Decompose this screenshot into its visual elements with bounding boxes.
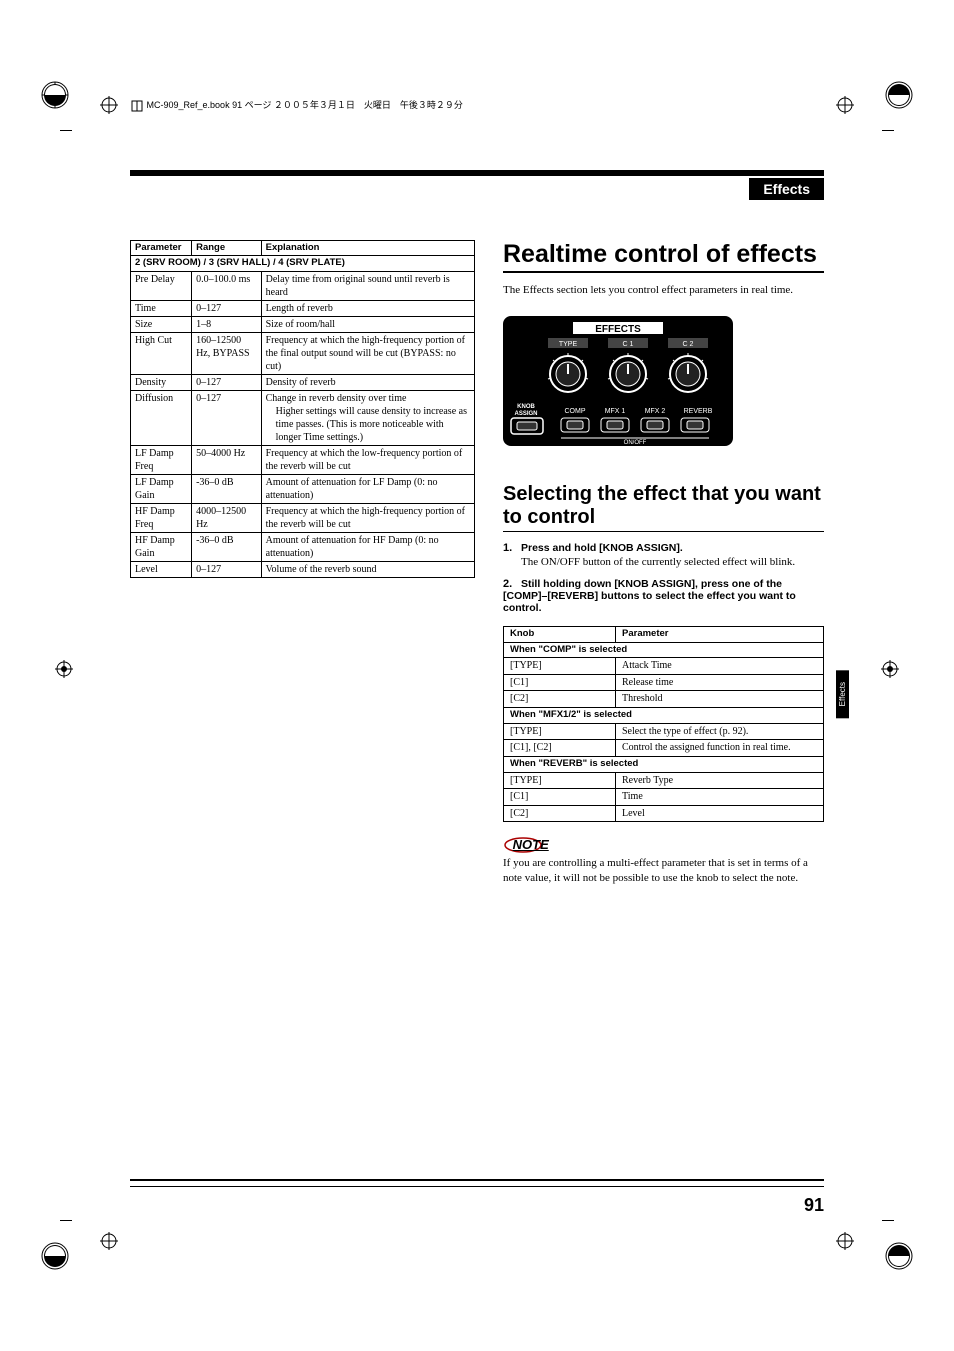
file-meta-text: MC-909_Ref_e.book 91 ページ ２００５年３月１日 火曜日 午…: [130, 98, 463, 113]
param-cell: 0–127: [192, 300, 262, 316]
param-cell: Level: [131, 561, 192, 577]
param-cell: -36–0 dB: [192, 532, 262, 561]
param-section-header: 2 (SRV ROOM) / 3 (SRV HALL) / 4 (SRV PLA…: [131, 256, 475, 271]
param-cell: Delay time from original sound until rev…: [261, 271, 474, 300]
param-cell: Change in reverb density over timeHigher…: [261, 390, 474, 445]
knob-section-header: When "REVERB" is selected: [504, 756, 824, 772]
print-mark-icon: [884, 80, 914, 110]
svg-text:COMP: COMP: [565, 408, 586, 415]
parameter-table: Parameter Range Explanation 2 (SRV ROOM)…: [130, 240, 475, 578]
section-heading: Selecting the effect that you want to co…: [503, 483, 824, 532]
svg-text:ASSIGN: ASSIGN: [514, 411, 537, 417]
param-cell: Amount of attenuation for LF Damp (0: no…: [261, 474, 474, 503]
print-mark-icon: [884, 1241, 914, 1271]
knob-cell: Reverb Type: [616, 772, 824, 789]
param-cell: Length of reverb: [261, 300, 474, 316]
svg-text:C 2: C 2: [683, 341, 694, 348]
knob-cell: [C2]: [504, 805, 616, 822]
param-col-header: Parameter: [131, 241, 192, 256]
param-cell: Time: [131, 300, 192, 316]
param-cell: Pre Delay: [131, 271, 192, 300]
param-cell: Density of reverb: [261, 374, 474, 390]
knob-cell: [TYPE]: [504, 723, 616, 740]
param-cell: Amount of attenuation for HF Damp (0: no…: [261, 532, 474, 561]
param-cell: 160–12500 Hz, BYPASS: [192, 332, 262, 374]
knob-cell: Control the assigned function in real ti…: [616, 740, 824, 757]
step-item: 1.Press and hold [KNOB ASSIGN]. The ON/O…: [503, 542, 824, 568]
knob-cell: [TYPE]: [504, 772, 616, 789]
param-cell: Density: [131, 374, 192, 390]
step-item: 2.Still holding down [KNOB ASSIGN], pres…: [503, 578, 824, 614]
param-cell: Size: [131, 316, 192, 332]
param-cell: Frequency at which the low-frequency por…: [261, 445, 474, 474]
param-cell: 1–8: [192, 316, 262, 332]
svg-text:MFX 1: MFX 1: [605, 408, 626, 415]
print-mark-icon: [40, 80, 70, 110]
crop-mark: [60, 1220, 72, 1221]
knob-cell: [C1], [C2]: [504, 740, 616, 757]
knob-table: Knob Parameter When "COMP" is selected[T…: [503, 626, 824, 822]
crop-mark: [882, 130, 894, 131]
param-cell: 50–4000 Hz: [192, 445, 262, 474]
knob-col-header: Knob: [504, 626, 616, 642]
param-cell: 0.0–100.0 ms: [192, 271, 262, 300]
print-mark-icon: [40, 1241, 70, 1271]
svg-text:C 1: C 1: [623, 341, 634, 348]
param-cell: 0–127: [192, 374, 262, 390]
knob-section-header: When "COMP" is selected: [504, 642, 824, 658]
crop-mark: [60, 130, 72, 131]
knob-cell: Time: [616, 789, 824, 806]
knob-cell: Threshold: [616, 691, 824, 708]
param-cell: Size of room/hall: [261, 316, 474, 332]
param-cell: -36–0 dB: [192, 474, 262, 503]
param-cell: Volume of the reverb sound: [261, 561, 474, 577]
book-icon: [130, 99, 144, 113]
svg-text:REVERB: REVERB: [684, 408, 713, 415]
knob-cell: [C1]: [504, 789, 616, 806]
footer-rule: [130, 1179, 824, 1181]
param-cell: 0–127: [192, 390, 262, 445]
knob-cell: Level: [616, 805, 824, 822]
param-col-header: Range: [192, 241, 262, 256]
param-cell: Frequency at which the high-frequency po…: [261, 332, 474, 374]
note-text: If you are controlling a multi-effect pa…: [503, 856, 824, 886]
svg-text:EFFECTS: EFFECTS: [595, 324, 641, 335]
steps-list: 1.Press and hold [KNOB ASSIGN]. The ON/O…: [503, 542, 824, 614]
param-cell: Frequency at which the high-frequency po…: [261, 503, 474, 532]
param-col-header: Explanation: [261, 241, 474, 256]
page-title: Realtime control of effects: [503, 240, 824, 273]
svg-text:TYPE: TYPE: [559, 341, 578, 348]
crop-mark: [882, 1220, 894, 1221]
svg-text:MFX 2: MFX 2: [645, 408, 666, 415]
registration-mark-icon: [55, 660, 73, 683]
section-header: Effects: [749, 178, 824, 200]
knob-cell: [TYPE]: [504, 658, 616, 675]
param-cell: HF Damp Freq: [131, 503, 192, 532]
param-cell: 4000–12500 Hz: [192, 503, 262, 532]
param-cell: High Cut: [131, 332, 192, 374]
param-cell: LF Damp Gain: [131, 474, 192, 503]
header-rule: [130, 170, 824, 176]
page-number: 91: [804, 1195, 824, 1216]
note-icon: NOTE: [503, 836, 824, 854]
side-tab: Effects: [836, 670, 849, 718]
knob-cell: Select the type of effect (p. 92).: [616, 723, 824, 740]
knob-cell: Release time: [616, 674, 824, 691]
knob-section-header: When "MFX1/2" is selected: [504, 707, 824, 723]
param-cell: 0–127: [192, 561, 262, 577]
knob-col-header: Parameter: [616, 626, 824, 642]
knob-cell: [C2]: [504, 691, 616, 708]
registration-mark-icon: [881, 660, 899, 683]
intro-text: The Effects section lets you control eff…: [503, 283, 824, 298]
footer-rule: [130, 1186, 824, 1187]
param-cell: HF Damp Gain: [131, 532, 192, 561]
svg-text:KNOB: KNOB: [517, 404, 535, 410]
param-cell: Diffusion: [131, 390, 192, 445]
effects-panel-diagram: EFFECTS TYPE C 1 C 2 KNOB ASSIGN COMP MF…: [503, 316, 733, 446]
param-cell: LF Damp Freq: [131, 445, 192, 474]
knob-cell: [C1]: [504, 674, 616, 691]
svg-text:ON/OFF: ON/OFF: [624, 440, 647, 446]
knob-cell: Attack Time: [616, 658, 824, 675]
